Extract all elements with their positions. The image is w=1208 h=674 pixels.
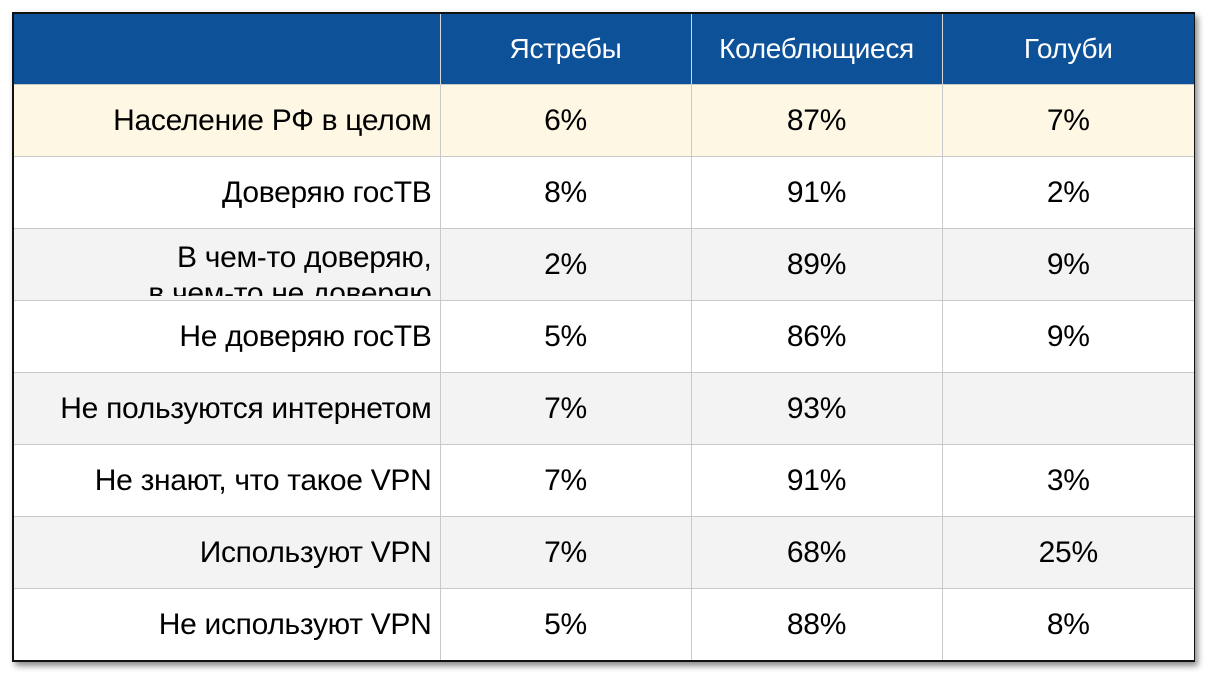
cell-doves: 3% [941, 444, 1194, 517]
survey-table: Ястребы Колеблющиеся Голуби Население РФ… [14, 14, 1194, 660]
cell-hawks: 5% [439, 588, 691, 660]
row-label: Не знают, что такое VPN [14, 444, 440, 517]
table-row: Не знают, что такое VPN 7% 91% 3% [14, 444, 1194, 517]
row-label: Не пользуются интернетом [14, 372, 440, 445]
cell-doves: 7% [941, 84, 1194, 157]
cell-doves [941, 372, 1194, 445]
table-row: В чем-то доверяю, в чем-то не доверяю 2%… [14, 228, 1194, 301]
column-header-hawks: Ястребы [439, 14, 691, 85]
column-header-doves: Голуби [941, 14, 1194, 85]
row-label-clipped: В чем-то доверяю, в чем-то не доверяю [14, 240, 432, 296]
cell-hawks: 7% [439, 516, 691, 589]
row-label: Не используют VPN [14, 588, 440, 660]
cell-undecided: 91% [690, 444, 942, 517]
cell-undecided: 87% [690, 84, 942, 157]
cell-undecided: 89% [690, 228, 942, 301]
row-label: Доверяю госТВ [14, 156, 440, 229]
cell-doves: 8% [941, 588, 1194, 660]
cell-undecided: 91% [690, 156, 942, 229]
cell-hawks: 2% [439, 228, 691, 301]
table-row: Население РФ в целом 6% 87% 7% [14, 84, 1194, 157]
cell-hawks: 6% [439, 84, 691, 157]
column-header-empty [14, 14, 440, 85]
cell-hawks: 5% [439, 300, 691, 373]
cell-undecided: 88% [690, 588, 942, 660]
table-row: Не доверяю госТВ 5% 86% 9% [14, 300, 1194, 373]
column-header-undecided: Колеблющиеся [690, 14, 942, 85]
row-label: Не доверяю госТВ [14, 300, 440, 373]
cell-doves: 9% [941, 228, 1194, 301]
row-label-line-2: в чем-то не доверяю [148, 276, 432, 296]
table-header-row: Ястребы Колеблющиеся Голуби [14, 14, 1194, 85]
table-row: Используют VPN 7% 68% 25% [14, 516, 1194, 589]
cell-undecided: 86% [690, 300, 942, 373]
table-row: Не используют VPN 5% 88% 8% [14, 588, 1194, 660]
table-row: Не пользуются интернетом 7% 93% [14, 372, 1194, 445]
table-row: Доверяю госТВ 8% 91% 2% [14, 156, 1194, 229]
row-label: Население РФ в целом [14, 84, 440, 157]
cell-doves: 9% [941, 300, 1194, 373]
cell-hawks: 7% [439, 444, 691, 517]
row-label: Используют VPN [14, 516, 440, 589]
row-label-line-1: В чем-то доверяю, [177, 240, 432, 274]
cell-undecided: 93% [690, 372, 942, 445]
cell-hawks: 8% [439, 156, 691, 229]
cell-undecided: 68% [690, 516, 942, 589]
survey-table-frame: Ястребы Колеблющиеся Голуби Население РФ… [12, 12, 1195, 662]
row-label: В чем-то доверяю, в чем-то не доверяю [14, 228, 440, 301]
cell-doves: 25% [941, 516, 1194, 589]
cell-doves: 2% [941, 156, 1194, 229]
cell-hawks: 7% [439, 372, 691, 445]
